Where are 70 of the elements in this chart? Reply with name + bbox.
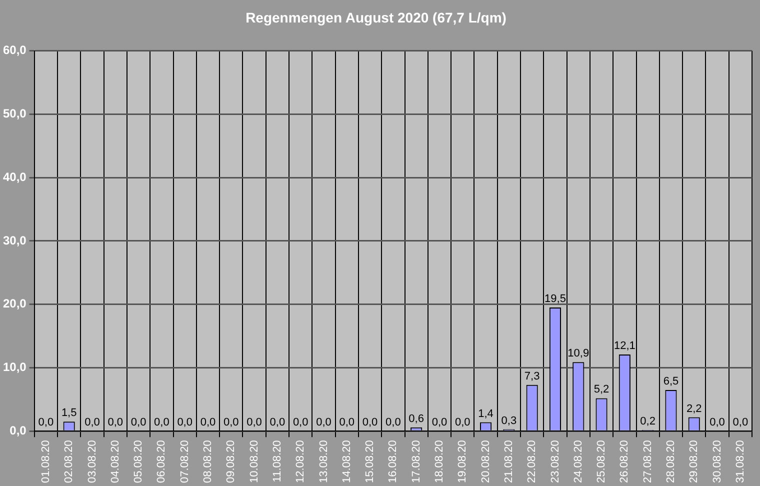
data-label: 1,4: [478, 408, 494, 420]
data-label: 0,0: [246, 416, 262, 429]
y-tick-label: 0,0: [10, 423, 27, 438]
x-tick-label: 27.08.20: [642, 440, 654, 484]
data-label: 0,0: [177, 416, 192, 429]
x-tick-label: 03.08.20: [86, 440, 98, 484]
x-tick-label: 06.08.20: [156, 440, 168, 484]
y-tick-label: 60,0: [2, 43, 27, 58]
x-tick-label: 08.08.20: [202, 440, 214, 484]
y-tick-label: 40,0: [2, 170, 27, 184]
x-tick-label: 26.08.20: [618, 440, 631, 484]
data-label: 0,0: [454, 416, 470, 429]
x-tick-label: 17.08.20: [410, 440, 422, 484]
data-label: 0,0: [200, 416, 216, 429]
x-tick-label: 07.08.20: [178, 440, 191, 484]
x-tick-label: 29.08.20: [688, 440, 700, 484]
data-label: 19,5: [544, 293, 566, 306]
x-tick-label: 31.08.20: [734, 440, 746, 484]
data-label: 7,3: [524, 370, 540, 382]
x-tick-label: 04.08.20: [109, 440, 122, 484]
x-tick-label: 12.08.20: [294, 440, 307, 484]
x-tick-label: 11.08.20: [271, 440, 284, 482]
data-label: 10,9: [568, 348, 590, 360]
y-tick-label: 30,0: [2, 233, 27, 248]
x-tick-label: 09.08.20: [225, 440, 238, 484]
data-label: 0,0: [130, 416, 146, 429]
data-label: 0,0: [339, 416, 355, 429]
x-tick-label: 18.08.20: [434, 440, 446, 484]
data-label: 0,3: [501, 414, 517, 427]
data-label: 0,0: [292, 416, 308, 429]
x-tick-label: 13.08.20: [318, 440, 330, 484]
x-tick-label: 20.08.20: [480, 440, 492, 484]
data-label: 0,2: [640, 415, 656, 428]
x-tick-label: 28.08.20: [665, 440, 678, 484]
x-tick-label: 25.08.20: [596, 440, 608, 484]
x-tick-label: 21.08.20: [502, 440, 515, 484]
data-label: 0,0: [710, 416, 725, 429]
x-tick-label: 16.08.20: [387, 440, 400, 484]
x-tick-label: 24.08.20: [572, 440, 584, 484]
y-tick-label: 10,0: [2, 360, 27, 374]
data-label: 0,0: [386, 416, 401, 429]
data-label: 0,0: [84, 416, 100, 429]
chart-title: Regenmengen August 2020 (67,7 L/qm): [246, 9, 506, 26]
data-label: 5,2: [594, 384, 610, 396]
x-tick-label: 14.08.20: [340, 440, 353, 484]
data-label: 0,0: [38, 416, 54, 429]
data-label: 1,5: [61, 407, 77, 420]
x-tick-label: 01.08.20: [40, 440, 52, 484]
data-label: 0,0: [270, 416, 286, 429]
data-label: 12,1: [614, 340, 636, 352]
x-tick-label: 22.08.20: [526, 440, 538, 484]
data-label: 0,0: [432, 416, 448, 429]
data-label: 0,0: [154, 416, 170, 429]
y-tick-label: 20,0: [2, 296, 27, 311]
x-tick-label: 15.08.20: [364, 440, 376, 484]
x-tick-label: 10.08.20: [248, 440, 260, 484]
data-label: 0,0: [223, 416, 239, 429]
x-tick-label: 19.08.20: [456, 440, 469, 484]
y-tick-label: 50,0: [2, 106, 27, 121]
x-tick-label: 23.08.20: [549, 440, 562, 484]
data-label: 0,0: [362, 416, 378, 429]
data-label: 2,2: [686, 402, 702, 415]
x-tick-label: 05.08.20: [132, 440, 145, 484]
data-label: 0,0: [108, 416, 124, 429]
data-label: 0,0: [732, 416, 748, 429]
data-label: 0,6: [408, 412, 424, 425]
x-tick-label: 30.08.20: [711, 440, 724, 484]
data-label: 6,5: [663, 376, 679, 388]
x-tick-label: 02.08.20: [63, 440, 76, 484]
data-label: 0,0: [316, 416, 332, 429]
